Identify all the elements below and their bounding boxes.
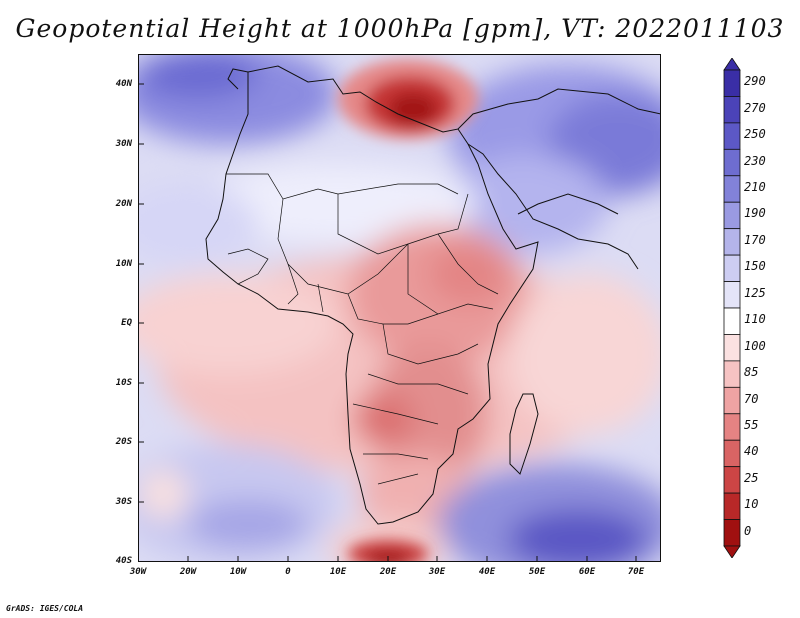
colorbar-level-label: 110	[744, 312, 766, 327]
lon-label-60e: 60E	[578, 567, 596, 577]
colorbar-top-arrow	[723, 58, 741, 71]
colorbar-level-label: 230	[744, 153, 766, 168]
lon-label-20e: 20E	[379, 567, 397, 577]
colorbar-swatch	[723, 492, 741, 520]
map-canvas	[138, 54, 661, 562]
chart-title: Geopotential Height at 1000hPa [gpm], VT…	[15, 14, 785, 43]
lon-label-10e: 10E	[329, 567, 347, 577]
colorbar-level-label: 170	[744, 232, 766, 247]
lat-label-10s: 10S	[115, 378, 132, 388]
colorbar-swatch	[723, 281, 741, 309]
lon-label-30w: 30W	[129, 567, 147, 577]
colorbar-level-label: 10	[744, 497, 759, 512]
colorbar-level-label: 40	[744, 444, 759, 459]
colorbar-swatch	[723, 360, 741, 388]
colorbar-level-label: 25	[744, 470, 759, 485]
colorbar-level-label: 210	[744, 180, 766, 194]
colorbar-level-label: 100	[744, 338, 766, 353]
lat-label-30n: 30N	[115, 139, 132, 149]
colorbar-swatch	[723, 69, 741, 97]
colorbar	[723, 58, 741, 558]
colorbar-level-label: 125	[744, 285, 766, 300]
colorbar-level-label: 0	[744, 523, 752, 538]
lon-label-50e: 50E	[528, 567, 546, 577]
colorbar-swatch	[723, 307, 741, 335]
lon-label-0: 0	[285, 567, 291, 577]
colorbar-swatch	[723, 175, 741, 203]
colorbar-level-label: 250	[744, 127, 766, 142]
lat-label-20s: 20S	[115, 437, 132, 447]
lat-label-eq: EQ	[121, 318, 132, 328]
lon-label-10w: 10W	[229, 567, 247, 577]
lon-label-20w: 20W	[179, 567, 197, 577]
country-borders	[226, 173, 499, 485]
colorbar-level-label: 150	[744, 259, 766, 274]
colorbar-bottom-arrow	[723, 545, 741, 558]
lat-label-40s: 40S	[115, 556, 132, 566]
colorbar-level-label: 85	[744, 365, 759, 380]
colorbar-level-label: 290	[744, 74, 766, 89]
colorbar-swatch	[723, 228, 741, 256]
lat-label-10n: 10N	[115, 259, 132, 269]
colorbar-level-label: 270	[744, 100, 766, 115]
colorbar-level-label: 70	[744, 391, 759, 406]
lat-label-30s: 30S	[115, 497, 132, 507]
colorbar-swatch	[723, 386, 741, 415]
colorbar-swatch	[723, 96, 741, 124]
colorbar-level-label: 190	[744, 206, 766, 221]
lon-label-70e: 70E	[627, 567, 645, 577]
lon-label-30e: 30E	[428, 567, 446, 577]
colorbar-swatch	[723, 148, 741, 177]
lat-label-40n: 40N	[115, 79, 132, 89]
colorbar-swatch	[723, 466, 741, 494]
coastlines	[205, 65, 661, 525]
colorbar-swatch	[723, 201, 741, 230]
colorbar-swatch	[723, 413, 741, 441]
colorbar-swatch	[723, 122, 741, 150]
map-border	[138, 54, 661, 562]
lat-label-20n: 20N	[115, 199, 132, 209]
colorbar-level-label: 55	[744, 418, 759, 432]
colorbar-swatch	[723, 519, 741, 547]
lon-label-40e: 40E	[478, 567, 496, 577]
colorbar-swatch	[723, 439, 741, 468]
colorbar-swatch	[723, 254, 741, 282]
colorbar-swatch	[723, 334, 741, 362]
grads-credit: GrADS: IGES/COLA	[6, 604, 84, 613]
map-panel	[138, 54, 661, 562]
